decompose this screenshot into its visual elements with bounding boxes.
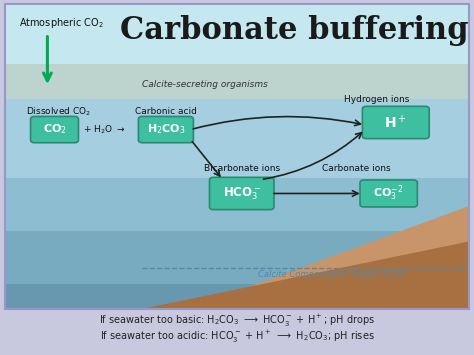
Text: Calcite-secreting organisms: Calcite-secreting organisms xyxy=(142,80,268,89)
Text: H$^+$: H$^+$ xyxy=(384,114,407,131)
Bar xyxy=(5,99,469,178)
FancyBboxPatch shape xyxy=(360,180,417,207)
Text: CO$_3^{-2}$: CO$_3^{-2}$ xyxy=(374,184,404,203)
FancyBboxPatch shape xyxy=(138,116,193,143)
Polygon shape xyxy=(5,206,469,309)
Text: Carbonate buffering: Carbonate buffering xyxy=(119,15,468,46)
Polygon shape xyxy=(5,241,469,309)
Text: HCO$_3^-$: HCO$_3^-$ xyxy=(223,185,261,202)
Text: Carbonate ions: Carbonate ions xyxy=(322,164,391,173)
Text: Calcite Compensation Depth (CCD): Calcite Compensation Depth (CCD) xyxy=(258,269,405,279)
Text: H$_2$CO$_3$: H$_2$CO$_3$ xyxy=(146,123,185,136)
Text: Bicarbonate ions: Bicarbonate ions xyxy=(204,164,280,173)
FancyBboxPatch shape xyxy=(30,116,78,143)
Bar xyxy=(5,64,469,99)
FancyBboxPatch shape xyxy=(210,177,274,209)
Text: If seawater too basic: H$_2$CO$_3$ $\longrightarrow$ HCO$_3^-$ + H$^+$; pH drops: If seawater too basic: H$_2$CO$_3$ $\lon… xyxy=(99,313,375,329)
Text: Hydrogen ions: Hydrogen ions xyxy=(344,95,409,104)
Text: If seawater too acidic: HCO$_3^-$ + H$^+$ $\longrightarrow$ H$_2$CO$_3$; pH rise: If seawater too acidic: HCO$_3^-$ + H$^+… xyxy=(100,329,374,345)
Text: Carbonic acid: Carbonic acid xyxy=(135,107,197,116)
Bar xyxy=(5,284,469,309)
Bar xyxy=(5,178,469,231)
Text: CO$_2$: CO$_2$ xyxy=(43,123,66,136)
Text: + H$_2$O $\rightarrow$: + H$_2$O $\rightarrow$ xyxy=(83,123,126,136)
Bar xyxy=(5,231,469,284)
Bar xyxy=(5,4,469,64)
FancyBboxPatch shape xyxy=(362,106,429,138)
Text: Dissolved CO$_2$: Dissolved CO$_2$ xyxy=(26,105,91,118)
Text: Atmospheric CO$_2$: Atmospheric CO$_2$ xyxy=(19,16,104,30)
